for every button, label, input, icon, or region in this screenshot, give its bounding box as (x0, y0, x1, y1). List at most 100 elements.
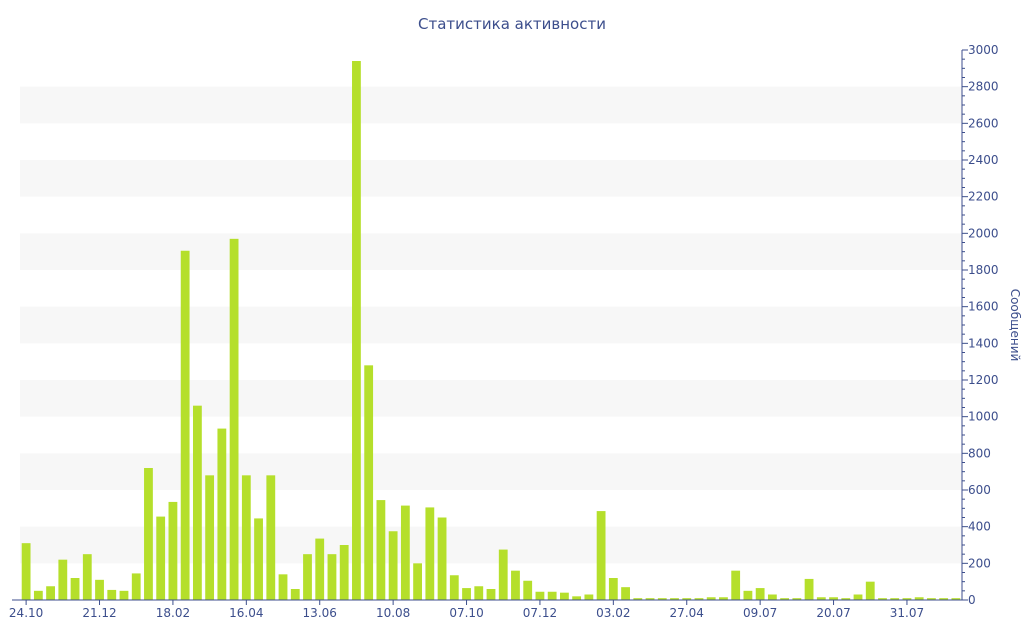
bar (70, 578, 80, 600)
bar (217, 428, 227, 600)
y-tick-label: 400 (968, 520, 991, 534)
y-tick-label: 2600 (968, 116, 999, 130)
bar (780, 598, 790, 600)
bar (645, 598, 655, 600)
bar (560, 592, 569, 600)
bar (462, 588, 471, 600)
bar (229, 238, 239, 600)
bar (486, 589, 496, 600)
y-tick-label: 2200 (968, 190, 999, 204)
bar (523, 580, 533, 600)
bar (205, 475, 215, 600)
bar (547, 591, 557, 600)
bar (315, 538, 325, 600)
bar (890, 598, 900, 600)
bar (180, 250, 190, 600)
x-tick-label: 13.06 (303, 606, 337, 620)
bar (731, 570, 741, 600)
bar (914, 597, 924, 600)
bar (388, 531, 398, 600)
bar (902, 598, 912, 600)
grid-band (20, 86, 962, 124)
bar (266, 475, 276, 600)
bar (719, 597, 728, 600)
chart-title: Статистика активности (418, 15, 606, 33)
y-tick-label: 1000 (968, 410, 999, 424)
bar (46, 586, 55, 600)
bar (131, 573, 141, 600)
bar (168, 501, 178, 600)
bar (21, 543, 31, 600)
x-tick-label: 10.08 (376, 606, 410, 620)
bar (144, 468, 153, 600)
bar (192, 405, 202, 600)
y-tick-label: 600 (968, 483, 991, 497)
y-tick-label: 200 (968, 556, 991, 570)
bar (339, 545, 349, 600)
bar (303, 554, 312, 600)
bar (743, 590, 753, 600)
bar (608, 578, 618, 600)
bar (290, 589, 300, 600)
bar (511, 570, 520, 600)
grid-bands (20, 86, 962, 564)
bar (584, 594, 594, 600)
bar (633, 598, 643, 600)
bar (755, 588, 765, 600)
x-tick-label: 24.10 (9, 606, 43, 620)
bar (792, 598, 802, 600)
bar (927, 598, 936, 600)
bar (498, 549, 508, 600)
bar (376, 500, 386, 600)
bar (596, 511, 606, 600)
bar (107, 589, 117, 600)
bar (156, 516, 166, 600)
grid-band (20, 453, 962, 490)
bar (119, 590, 129, 600)
y-tick-label: 2400 (968, 153, 999, 167)
bar (400, 505, 410, 600)
y-axis-title: Сообщений (1008, 289, 1022, 362)
bar (241, 475, 251, 600)
bar (437, 517, 447, 600)
bar (254, 518, 263, 600)
bar (694, 598, 704, 600)
bar (474, 586, 484, 600)
bar (865, 581, 875, 600)
x-tick-label: 03.02 (596, 606, 630, 620)
bar (572, 596, 582, 600)
bar (657, 598, 667, 600)
bar (841, 598, 851, 600)
bar (829, 597, 838, 600)
bar (804, 578, 814, 600)
bar (278, 574, 288, 600)
bar (33, 590, 43, 600)
x-tick-label: 16.04 (229, 606, 263, 620)
y-tick-label: 800 (968, 446, 991, 460)
x-tick-label: 07.10 (449, 606, 483, 620)
y-axis: 0 200 400 600 800 1000 1200 1400 1600 1800 2000 220… (961, 43, 999, 607)
bar (682, 598, 692, 600)
grid-band (20, 160, 962, 197)
bar (853, 594, 863, 600)
bar (425, 507, 435, 600)
y-tick-label: 1800 (968, 263, 999, 277)
bar (364, 365, 374, 600)
x-tick-label: 31.07 (890, 606, 924, 620)
x-tick-label: 27.04 (670, 606, 704, 620)
x-tick-label: 07.12 (523, 606, 557, 620)
y-tick-label: 2800 (968, 80, 999, 94)
bar (327, 554, 337, 600)
y-tick-label: 3000 (968, 43, 999, 57)
y-tick-label: 1400 (968, 336, 999, 350)
x-axis: 24.10 21.12 18.02 16.04 13.06 10.08 07.10 07.12… (9, 599, 962, 620)
bar (816, 597, 826, 600)
x-tick-label: 09.07 (743, 606, 777, 620)
y-tick-label: 1600 (968, 300, 999, 314)
x-tick-label: 18.02 (156, 606, 190, 620)
bar (670, 598, 679, 600)
y-tick-label: 1200 (968, 373, 999, 387)
grid-band (20, 306, 962, 344)
bar (706, 597, 716, 600)
